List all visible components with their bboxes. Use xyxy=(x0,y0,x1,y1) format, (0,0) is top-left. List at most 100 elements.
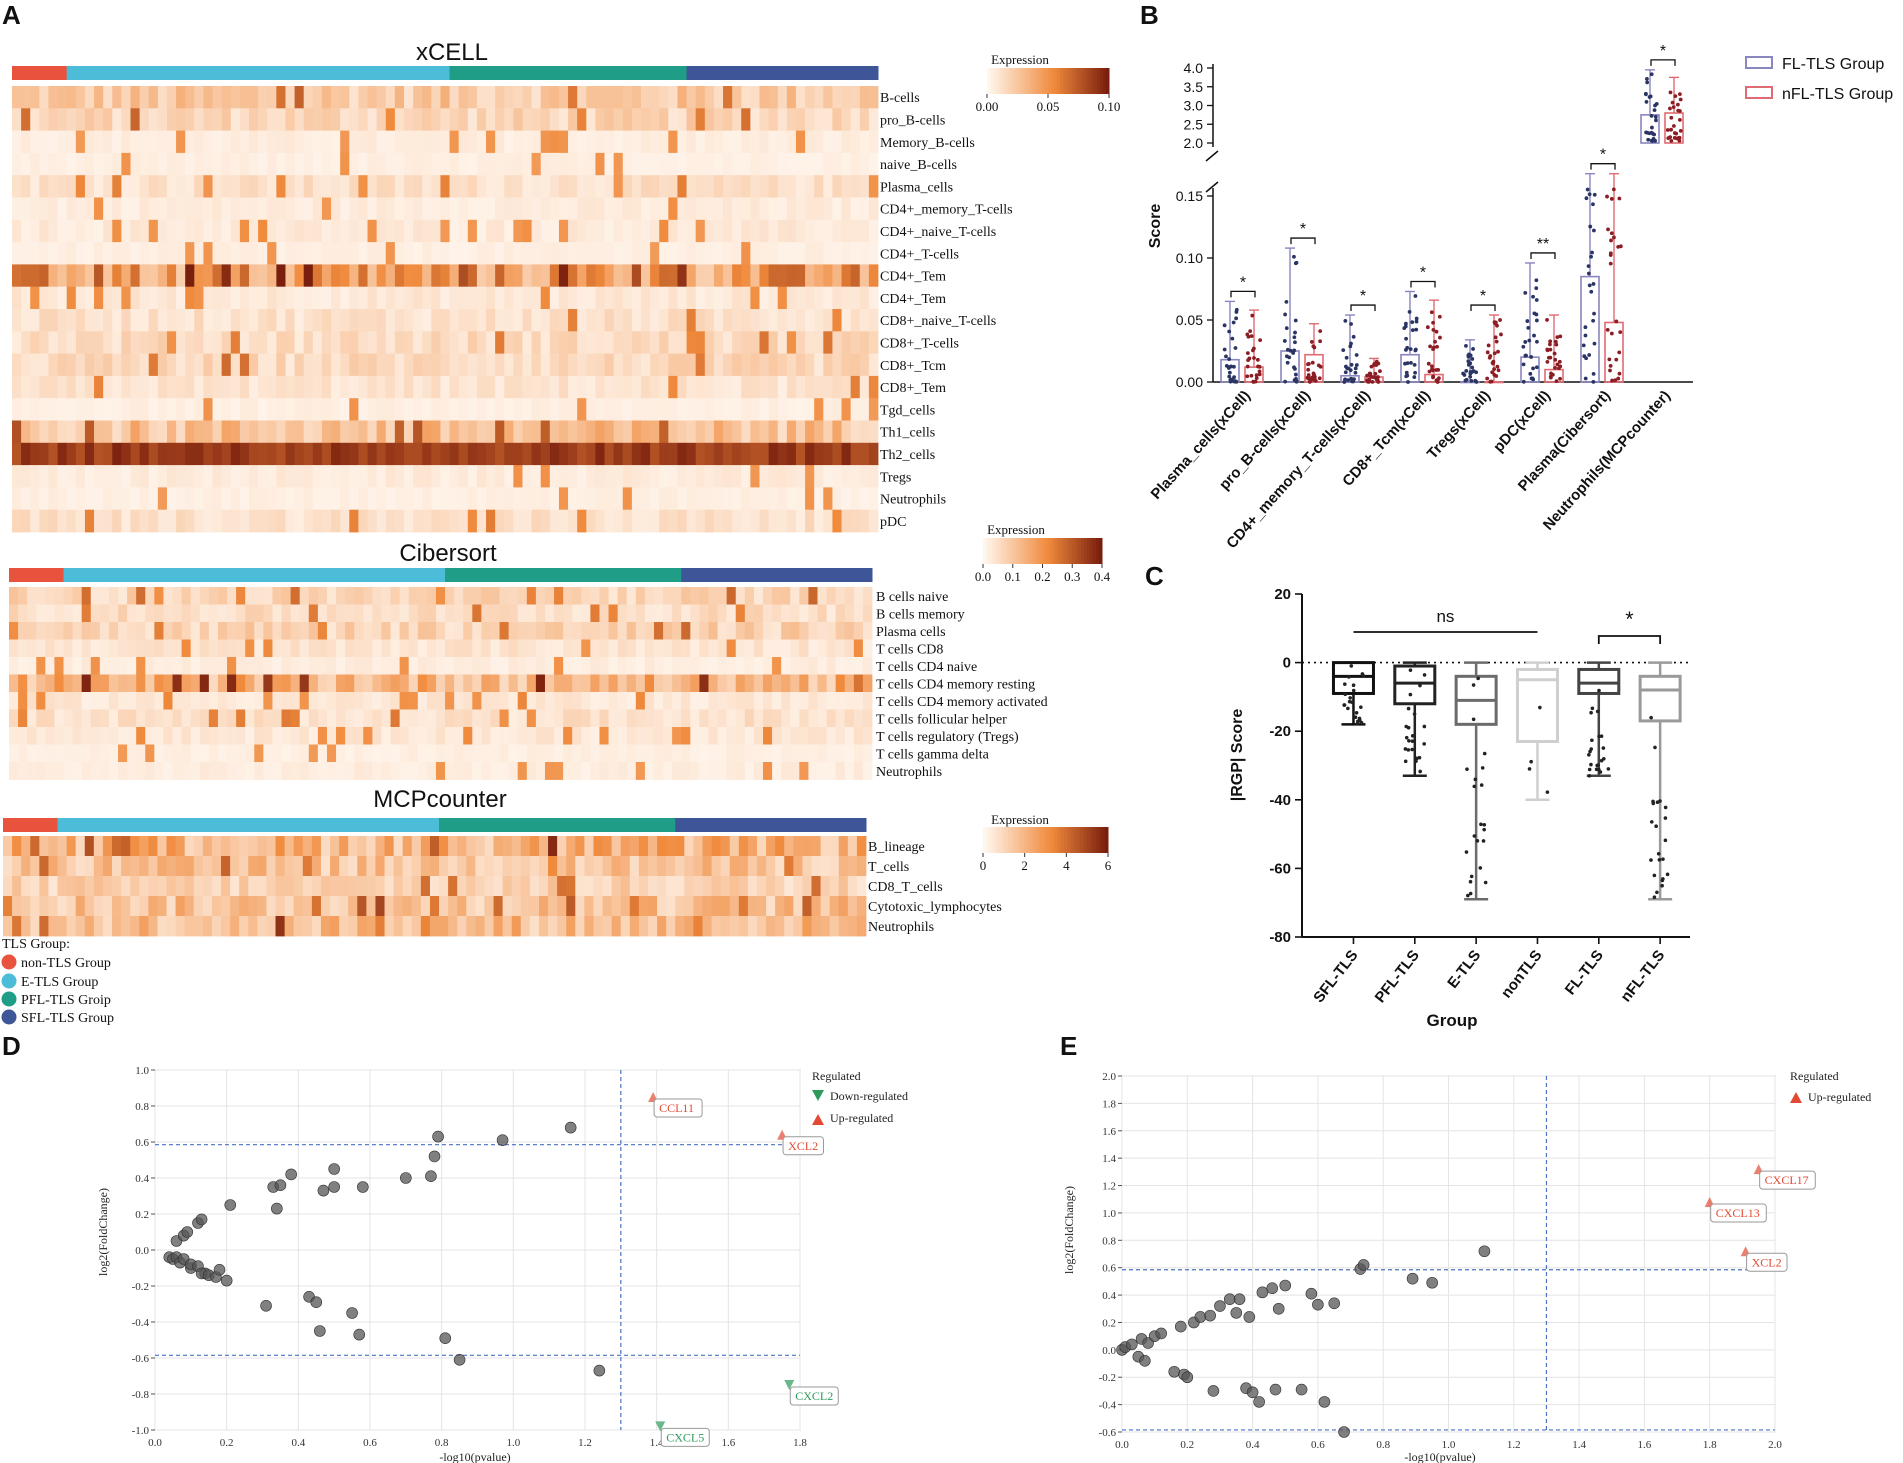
heatmap-cell xyxy=(723,331,733,354)
heatmap-cell xyxy=(130,264,141,288)
heatmap-scale-step xyxy=(1057,538,1061,564)
heatmap-cell xyxy=(475,876,485,897)
heatmap-cell xyxy=(631,219,642,243)
b-data-point xyxy=(1413,370,1417,375)
heatmap-cell xyxy=(21,856,31,877)
heatmap-cell xyxy=(417,657,428,675)
heatmap-cell xyxy=(659,86,669,109)
b-data-point xyxy=(1367,377,1372,382)
heatmap-cell xyxy=(172,587,182,605)
heatmap-cell xyxy=(172,639,182,658)
heatmap-cell xyxy=(735,622,746,640)
heatmap-cell xyxy=(638,876,649,897)
heatmap-cell xyxy=(258,86,268,109)
heatmap-cell xyxy=(586,130,596,154)
heatmap-cell xyxy=(312,286,323,310)
cibersort-title: Cibersort xyxy=(399,540,497,567)
heatmap-cell xyxy=(805,197,815,221)
heatmap-cell xyxy=(768,286,779,310)
heatmap-cell xyxy=(84,197,95,221)
c-data-point xyxy=(1653,745,1657,750)
b-data-point xyxy=(1464,369,1469,373)
heatmap-group-bar xyxy=(12,66,68,80)
heatmap-cell xyxy=(750,398,760,421)
heatmap-cell xyxy=(486,197,496,221)
heatmap-cell xyxy=(841,197,852,221)
heatmap-cell xyxy=(48,286,58,310)
heatmap-cell xyxy=(631,353,642,377)
heatmap-cell xyxy=(112,331,122,354)
heatmap-cell xyxy=(48,264,58,288)
heatmap-cell xyxy=(276,465,286,488)
heatmap-cell xyxy=(212,398,223,421)
heatmap-cell xyxy=(540,487,551,511)
b-data-point xyxy=(1586,264,1591,268)
e-y-tick-label: -0.2 xyxy=(1099,1372,1116,1384)
heatmap-cell xyxy=(504,442,514,466)
heatmap-cell xyxy=(290,709,301,728)
heatmap-cell xyxy=(157,916,167,937)
heatmap-cell xyxy=(176,465,186,488)
heatmap-cell xyxy=(326,709,337,728)
heatmap-row-label: Tgd_cells xyxy=(880,403,935,418)
heatmap-cell xyxy=(108,709,119,728)
heatmap-cell xyxy=(650,242,660,265)
heatmap-row-label: Cytotoxic_lymphocytes xyxy=(868,900,1002,915)
heatmap-cell xyxy=(659,442,669,466)
heatmap-cell xyxy=(93,836,104,857)
heatmap-cell xyxy=(535,692,546,710)
heatmap-cell xyxy=(18,657,28,675)
heatmap-cell xyxy=(431,420,441,444)
b-data-point xyxy=(1545,359,1550,364)
heatmap-cell xyxy=(118,727,128,745)
heatmap-cell xyxy=(554,657,564,675)
d-x-axis-label: -log10(pvalue) xyxy=(439,1450,510,1463)
heatmap-cell xyxy=(720,836,731,857)
heatmap-cell xyxy=(181,587,192,605)
heatmap-cell xyxy=(321,108,332,131)
d-down-marker xyxy=(784,1380,795,1390)
heatmap-cell xyxy=(230,219,241,243)
heatmap-cell xyxy=(121,398,131,421)
heatmap-cell xyxy=(511,876,522,897)
heatmap-cell xyxy=(157,465,168,488)
heatmap-cell xyxy=(823,264,833,288)
heatmap-cell xyxy=(490,657,500,675)
heatmap-cell xyxy=(732,487,742,511)
b-significance-label: * xyxy=(1480,288,1486,305)
heatmap-cell xyxy=(620,876,631,897)
heatmap-cell xyxy=(394,509,405,533)
heatmap-cell xyxy=(835,674,846,693)
heatmap-cell xyxy=(586,152,596,176)
heatmap-cell xyxy=(320,916,331,937)
heatmap-cell xyxy=(194,242,204,265)
heatmap-cell xyxy=(157,286,168,310)
b-data-point xyxy=(1467,352,1472,357)
heatmap-cell xyxy=(230,509,241,533)
heatmap-cell xyxy=(376,197,387,221)
heatmap-cell xyxy=(363,744,373,763)
b-data-point xyxy=(1414,316,1419,321)
heatmap-cell xyxy=(663,622,673,640)
heatmap-cell xyxy=(348,916,358,937)
heatmap-cell xyxy=(108,604,119,623)
b-data-point xyxy=(1485,376,1490,381)
heatmap-cell xyxy=(531,331,542,354)
heatmap-cell xyxy=(212,420,223,444)
heatmap-cell xyxy=(154,587,164,605)
heatmap-cell xyxy=(66,420,77,444)
heatmap-cell xyxy=(458,152,469,176)
heatmap-cell xyxy=(467,375,478,399)
heatmap-cell xyxy=(408,639,419,658)
b-data-point xyxy=(1617,350,1622,355)
heatmap-cell xyxy=(808,692,818,710)
heatmap-cell xyxy=(549,197,560,221)
heatmap-cell xyxy=(258,442,268,466)
b-data-point xyxy=(1644,99,1649,104)
heatmap-cell xyxy=(194,86,204,109)
heatmap-cell xyxy=(568,197,578,221)
heatmap-cell xyxy=(595,487,605,511)
b-data-point xyxy=(1646,137,1651,142)
heatmap-group-bar xyxy=(9,568,65,582)
heatmap-cell xyxy=(704,152,715,176)
